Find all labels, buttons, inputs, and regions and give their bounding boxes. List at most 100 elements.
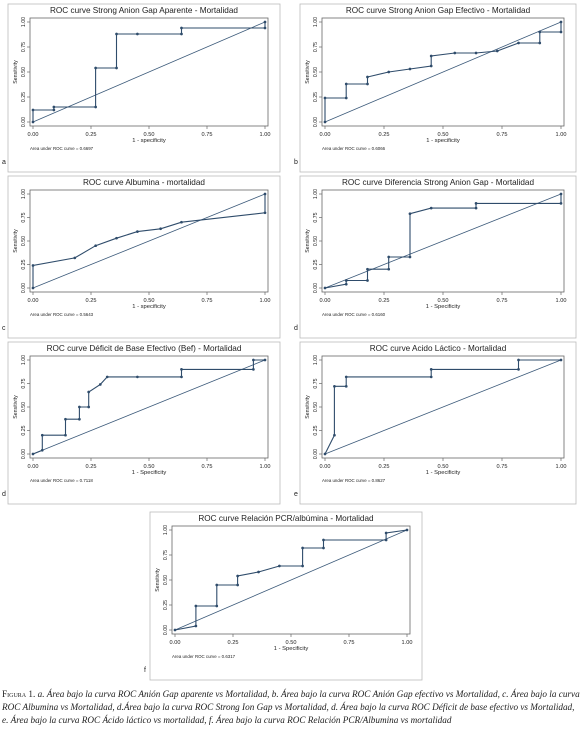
roc-point bbox=[87, 405, 91, 409]
roc-point bbox=[215, 604, 219, 608]
panel-frame bbox=[7, 175, 281, 339]
x-axis-label: 1 - Specificity bbox=[426, 470, 461, 476]
chart-title: ROC curve Strong Anion Gap Efectivo - Mo… bbox=[346, 6, 531, 15]
y-axis-label: Sensitivity bbox=[13, 229, 19, 253]
roc-point bbox=[78, 405, 81, 409]
roc-panel-5: ROC curve Déficit de Base Efectivo (Bef)… bbox=[2, 341, 281, 505]
roc-point bbox=[384, 538, 388, 542]
y-tick-label: 0.00 bbox=[163, 625, 169, 635]
roc-point bbox=[215, 583, 219, 587]
roc-point bbox=[344, 375, 348, 379]
y-tick-label: 0.00 bbox=[313, 449, 319, 459]
x-axis-label: 1 - Specificity bbox=[132, 470, 167, 476]
roc-point bbox=[136, 32, 139, 36]
roc-point bbox=[94, 105, 97, 109]
reference-diagonal bbox=[324, 359, 562, 455]
roc-point bbox=[263, 26, 267, 30]
x-tick-label: 0.25 bbox=[379, 298, 390, 304]
roc-point bbox=[115, 236, 118, 240]
roc-panel-1: ROC curve Strong Anion Gap Aparente - Mo… bbox=[2, 3, 281, 173]
roc-point bbox=[387, 267, 391, 271]
y-tick-label: 0.25 bbox=[21, 425, 27, 435]
x-tick-label: 1.00 bbox=[556, 464, 567, 470]
area-label: Area under ROC curve = 0.6697 bbox=[30, 146, 94, 151]
y-tick-label: 0.00 bbox=[21, 449, 27, 459]
roc-point bbox=[180, 220, 183, 224]
roc-point bbox=[136, 230, 139, 233]
roc-point bbox=[31, 120, 35, 124]
roc-point bbox=[384, 531, 388, 535]
y-tick-label: 1.00 bbox=[313, 189, 319, 199]
roc-panel-6: ROC curve Acido Láctico - Mortalidad 0.00… bbox=[294, 341, 577, 505]
roc-point bbox=[98, 383, 102, 386]
roc-point bbox=[429, 368, 433, 371]
panel-letter: b bbox=[294, 159, 298, 166]
roc-curve bbox=[324, 22, 562, 122]
roc-point bbox=[180, 368, 183, 371]
roc-point bbox=[559, 30, 563, 34]
roc-point bbox=[333, 384, 336, 388]
panel-letter: f bbox=[144, 667, 146, 674]
y-axis-label: Sensitivity bbox=[305, 395, 311, 419]
y-tick-label: 0.25 bbox=[163, 600, 169, 610]
x-tick-label: 1.00 bbox=[260, 132, 271, 138]
roc-point bbox=[538, 41, 542, 45]
roc-point bbox=[344, 96, 348, 100]
roc-point bbox=[159, 227, 162, 231]
roc-point bbox=[323, 452, 327, 456]
y-axis-label: Sensitivity bbox=[305, 60, 311, 84]
x-tick-label: 0.75 bbox=[344, 640, 355, 646]
y-tick-label: 1.00 bbox=[21, 17, 27, 27]
roc-point bbox=[87, 390, 91, 394]
roc-point bbox=[180, 375, 183, 379]
roc-point bbox=[257, 570, 260, 574]
area-label: Area under ROC curve = 0.6317 bbox=[172, 654, 236, 659]
roc-point bbox=[559, 358, 563, 362]
roc-panel-2: ROC curve Strong Anion Gap Efectivo - Mo… bbox=[294, 3, 577, 173]
x-tick-label: 0.75 bbox=[497, 298, 508, 304]
roc-panel-4: ROC curve Diferencia Strong Anion Gap - … bbox=[294, 175, 577, 339]
roc-point bbox=[474, 206, 478, 210]
chart-title: ROC curve Strong Anion Gap Aparente - Mo… bbox=[50, 6, 238, 15]
roc-point bbox=[344, 279, 348, 282]
x-tick-label: 0.50 bbox=[438, 464, 449, 470]
roc-point bbox=[322, 538, 325, 542]
x-tick-label: 0.75 bbox=[202, 464, 213, 470]
chart-title: ROC curve Diferencia Strong Anion Gap - … bbox=[342, 178, 534, 187]
y-tick-label: 1.00 bbox=[21, 189, 27, 199]
area-label: Area under ROC curve = 0.6066 bbox=[322, 146, 386, 151]
x-tick-label: 0.50 bbox=[144, 464, 155, 470]
roc-point bbox=[322, 546, 325, 550]
roc-point bbox=[344, 82, 348, 86]
y-tick-label: 0.50 bbox=[21, 67, 27, 77]
roc-point bbox=[495, 49, 499, 53]
y-axis-label: Sensitivity bbox=[13, 395, 19, 419]
roc-point bbox=[538, 30, 542, 34]
x-tick-label: 1.00 bbox=[556, 132, 567, 138]
x-axis-label: 1 - Specificity bbox=[426, 304, 461, 310]
roc-point bbox=[408, 67, 412, 71]
roc-point bbox=[94, 244, 97, 248]
y-tick-label: 1.00 bbox=[313, 17, 319, 27]
y-tick-label: 0.25 bbox=[313, 92, 319, 102]
roc-point bbox=[366, 75, 369, 79]
x-tick-label: 0.75 bbox=[497, 132, 508, 138]
y-tick-label: 0.00 bbox=[21, 283, 27, 293]
roc-point bbox=[387, 70, 391, 74]
y-tick-label: 0.25 bbox=[313, 425, 319, 435]
roc-point bbox=[408, 212, 412, 216]
y-tick-label: 0.75 bbox=[313, 42, 319, 52]
roc-point bbox=[236, 583, 239, 587]
roc-point bbox=[31, 108, 35, 112]
y-tick-label: 0.00 bbox=[21, 117, 27, 127]
roc-point bbox=[387, 255, 391, 259]
x-tick-label: 0.25 bbox=[379, 132, 390, 138]
y-axis-label: Sensitivity bbox=[305, 229, 311, 253]
reference-diagonal bbox=[32, 21, 266, 123]
roc-point bbox=[73, 256, 77, 260]
roc-point bbox=[559, 20, 563, 24]
roc-point bbox=[263, 20, 267, 24]
x-tick-label: 0.25 bbox=[86, 464, 97, 470]
y-axis-label: Sensitivity bbox=[13, 60, 19, 84]
